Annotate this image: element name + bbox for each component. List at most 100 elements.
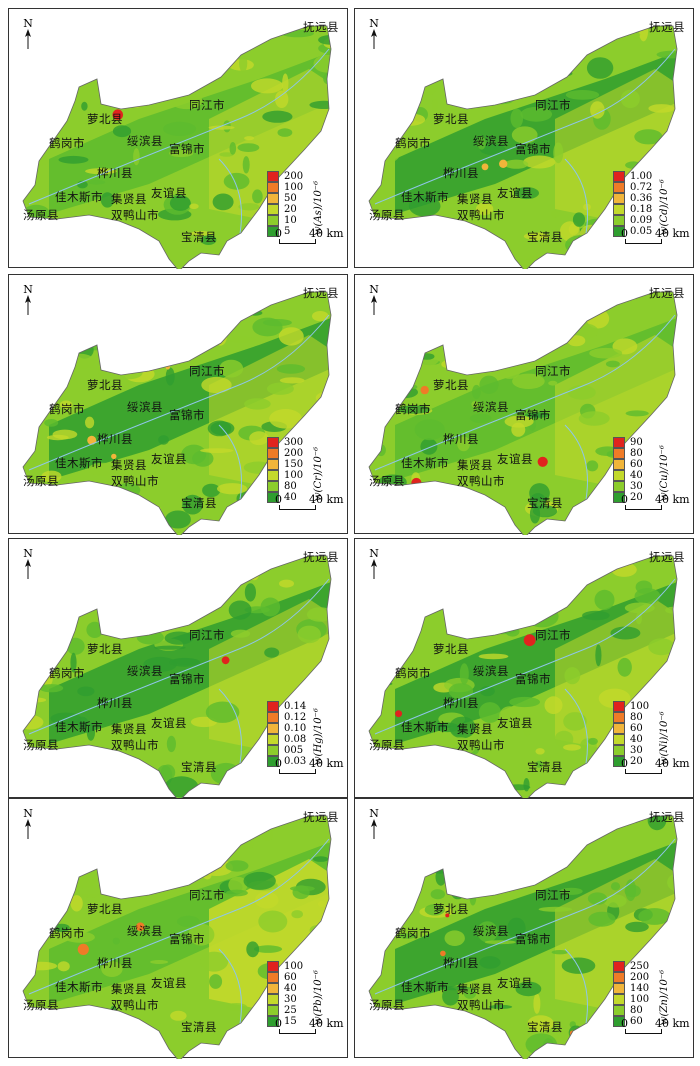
patch — [244, 136, 255, 141]
patch — [164, 631, 194, 645]
legend-value: 60 — [630, 1016, 643, 1027]
patch — [647, 816, 667, 831]
patch — [638, 26, 649, 42]
place-label-jixian: 集贤县 — [111, 722, 147, 736]
patch — [380, 299, 396, 313]
hotspot — [440, 950, 446, 957]
patch — [119, 510, 135, 523]
patch — [248, 556, 277, 569]
patch — [318, 43, 331, 54]
scale-tick — [625, 505, 626, 510]
patch — [277, 128, 293, 137]
north-label: N — [23, 547, 33, 560]
patch — [242, 156, 250, 174]
legend-swatch — [267, 983, 279, 994]
patch — [565, 90, 600, 100]
patch — [624, 602, 655, 614]
patch — [150, 960, 169, 964]
place-label-youyi: 友谊县 — [497, 186, 533, 200]
map-panel-hg: N 抚远县 同江市 萝北县 绥滨县 鹤岗市 富锦市 桦川县 佳木斯市 集贤县 友谊县 汤原县 双鸭山市宝… — [8, 538, 348, 799]
region-outline — [22, 291, 332, 535]
distribution-map — [368, 555, 678, 799]
patch — [645, 736, 659, 749]
patch — [369, 614, 403, 629]
patch — [169, 149, 194, 158]
legend-swatch — [267, 745, 279, 756]
region-outline — [22, 555, 332, 799]
patch — [525, 605, 559, 628]
patch — [440, 294, 463, 316]
patch — [78, 752, 105, 764]
legend-swatch — [613, 204, 625, 215]
patch — [152, 608, 168, 624]
place-label-hegang: 鹤岗市 — [395, 402, 431, 416]
patch — [431, 233, 444, 239]
place-label-fujin: 富锦市 — [169, 408, 205, 422]
place-label-tongjiang: 同江市 — [189, 98, 225, 112]
patch — [469, 888, 477, 906]
scale-end: 40 km — [655, 1017, 690, 1030]
patch — [614, 1038, 638, 1049]
patch — [252, 189, 263, 204]
place-label-jixian: 集贤县 — [111, 458, 147, 472]
patch — [86, 621, 103, 638]
concentration-patches — [23, 26, 331, 269]
region-outline — [368, 291, 678, 535]
patch — [258, 910, 288, 933]
legend-value: 60 — [630, 723, 643, 734]
north-arrow-icon: N — [367, 807, 381, 841]
legend-value: 50 — [284, 193, 297, 204]
patch — [230, 629, 251, 638]
patch — [49, 575, 70, 594]
legend-swatch — [613, 226, 625, 237]
patch — [433, 39, 462, 54]
patch — [543, 756, 553, 773]
patch — [479, 375, 499, 394]
legend-swatch — [267, 470, 279, 481]
patch — [212, 193, 234, 211]
place-label-fuyuan: 抚远县 — [303, 550, 339, 564]
patch — [553, 142, 564, 164]
scale-tick — [279, 239, 280, 244]
scale-line — [279, 509, 315, 510]
patch — [587, 892, 608, 905]
patch — [559, 887, 583, 895]
patch — [478, 702, 501, 723]
patch — [610, 626, 641, 640]
place-label-tongjiang: 同江市 — [535, 364, 571, 378]
patch — [588, 737, 598, 745]
patch — [166, 735, 176, 753]
patch — [31, 900, 38, 912]
patch — [183, 76, 202, 89]
river-line — [218, 424, 242, 506]
place-label-shuangyashan: 双鸭山市 — [111, 208, 159, 222]
patch — [369, 1025, 380, 1031]
legend-swatch — [613, 723, 625, 734]
legend-value: 30 — [630, 745, 643, 756]
patch — [265, 520, 282, 535]
river-line — [28, 838, 330, 995]
place-label-huachuan: 桦川县 — [97, 696, 133, 710]
patch — [610, 882, 621, 891]
hotspot — [395, 710, 403, 718]
patch — [397, 933, 417, 939]
legend-value: 0.10 — [284, 723, 307, 734]
distribution-map — [22, 555, 332, 799]
place-label-suibin: 绥滨县 — [127, 400, 163, 414]
patch — [165, 310, 175, 322]
legend-value: 20 — [630, 756, 643, 767]
patch — [552, 57, 561, 71]
scale-end: 40 km — [309, 493, 344, 506]
map-panel-cd: N 抚远县 同江市 萝北县 绥滨县 鹤岗市 富锦市 桦川县 佳木斯市 集贤县 友谊县 汤原县 双鸭山市宝… — [354, 8, 694, 269]
place-label-youyi: 友谊县 — [151, 716, 187, 730]
scale-tick — [661, 769, 662, 774]
patch — [369, 66, 380, 87]
patch — [535, 760, 543, 768]
patch — [254, 891, 279, 909]
hotspot — [445, 913, 450, 918]
patch — [151, 878, 158, 892]
patch — [554, 730, 574, 748]
river-line — [28, 578, 330, 735]
legend-swatch — [267, 756, 279, 767]
place-label-fuyuan: 抚远县 — [649, 550, 685, 564]
